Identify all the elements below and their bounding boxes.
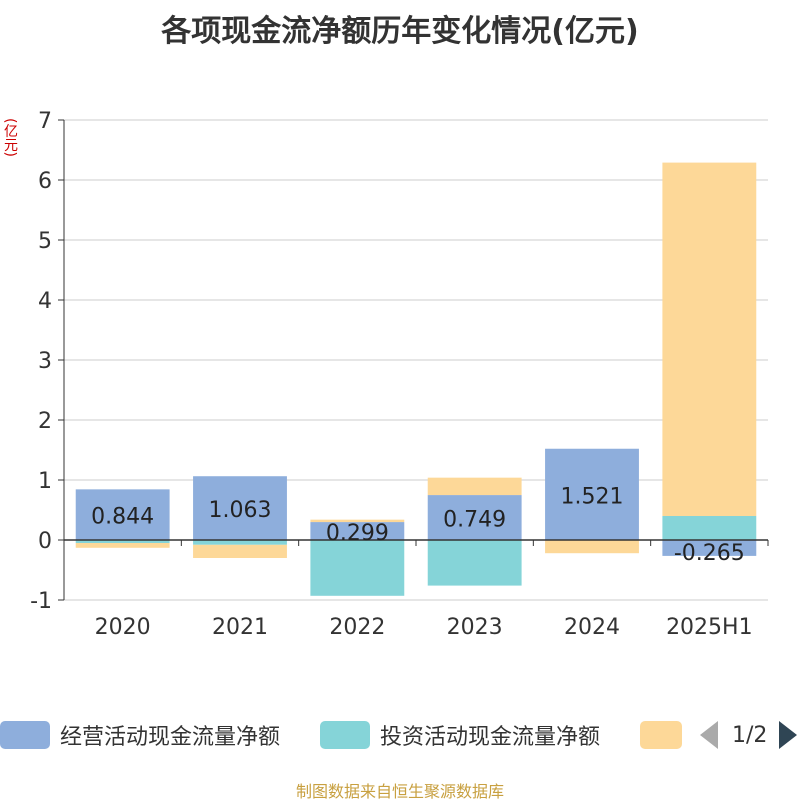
bar-chart: -1 0 1 2 3 4 5 6 7 2020 2021 2022 2023 2024 2025H1 0.8… [30,109,769,640]
legend-item-financing[interactable] [640,720,692,750]
legend-prev-arrow-icon[interactable] [700,721,718,749]
axes: -1 0 1 2 3 4 5 6 7 2020 2021 2022 2023 2024 2025H1 [30,109,769,640]
bar-2024-series-0 [545,448,639,540]
data-label: -0.265 [674,541,745,566]
data-label: 0.299 [326,521,389,546]
y-tick-label: 6 [38,169,52,194]
bar-2020-series-1 [75,540,170,543]
bar-2021-series-0 [193,476,287,540]
legend-next-arrow-icon[interactable] [779,721,798,749]
x-tick-label: 2020 [95,615,151,640]
data-label: 0.844 [91,505,154,530]
data-labels: 0.844 1.063 0.299 0.749 1.521 -0.265 [91,484,745,566]
bar-2023-series-1 [427,540,522,586]
bar-2023-series-0 [427,495,522,540]
y-axis-unit: (亿元) [2,118,18,157]
y-tick-label: 5 [38,229,52,254]
y-tick-label: 0 [38,529,52,554]
bar-2022-series-0 [310,522,405,540]
y-tick-label: 1 [38,469,52,494]
bar-2025H1-series-1 [662,516,757,540]
legend-swatch-investing [320,721,370,749]
x-tick-label: 2024 [564,615,620,640]
bar-2024-series-2 [545,540,639,554]
bar-2022-series-2 [310,519,405,523]
source-note: 制图数据来自恒生聚源数据库 [295,782,504,801]
legend-label-operating: 经营活动现金流量净额 [60,725,281,750]
bar-2025H1-series-2 [662,162,757,516]
bar-2022-series-1 [310,540,405,596]
legend-swatch-operating [0,721,50,749]
x-tick-label: 2023 [447,615,503,640]
x-tick-label: 2025H1 [666,615,753,640]
legend-swatch-financing [640,721,682,749]
grid-lines [64,119,768,601]
x-tick-label: 2022 [329,615,385,640]
data-label: 0.749 [443,508,506,533]
legend: 经营活动现金流量净额 投资活动现金流量净额 1/2 [0,712,800,756]
data-label: 1.063 [209,498,272,523]
y-tick-label: 2 [38,409,52,434]
bars [75,162,757,596]
legend-page-indicator: 1/2 [732,722,768,748]
legend-item-operating[interactable]: 经营活动现金流量净额 [0,720,280,750]
bar-2025H1-series-0 [662,540,757,556]
y-tick-label: -1 [30,589,52,614]
bar-2023-series-2 [427,477,522,496]
legend-item-investing[interactable]: 投资活动现金流量净额 [320,720,600,750]
bar-2021-series-1 [193,540,287,545]
chart-title: 各项现金流净额历年变化情况(亿元) [161,14,639,49]
legend-pager: 1/2 [700,720,798,750]
y-tick-label: 3 [38,349,52,374]
x-tick-label: 2021 [212,615,268,640]
legend-label-investing: 投资活动现金流量净额 [380,725,601,750]
bar-2020-series-0 [75,489,170,540]
bar-2020-series-2 [75,543,170,548]
data-label: 1.521 [561,484,624,509]
y-tick-label: 4 [38,289,52,314]
bar-2021-series-2 [193,544,287,558]
y-tick-label: 7 [38,109,52,134]
